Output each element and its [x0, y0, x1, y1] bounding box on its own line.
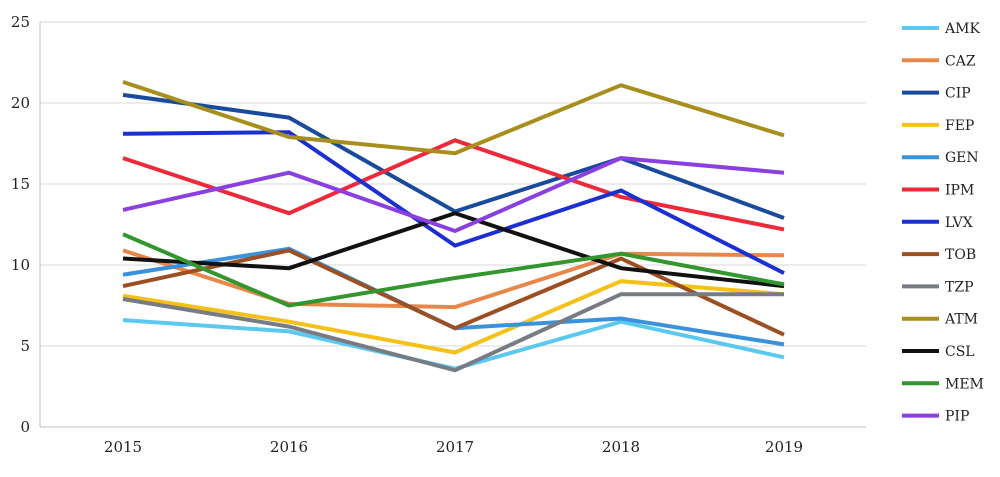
y-tick-label: 15 [11, 175, 30, 193]
legend-label-tzp: TZP [945, 279, 974, 295]
axes [39, 22, 866, 428]
y-tick-label: 20 [11, 94, 30, 112]
legend-label-cip: CIP [945, 86, 971, 102]
series-line-tob [122, 248, 785, 337]
x-tick-labels: 2015 2016 2017 2018 2019 [104, 438, 803, 456]
legend-label-atm: ATM [944, 312, 978, 328]
legend-label-gen: GEN [945, 150, 979, 166]
series-line-pip [122, 156, 785, 234]
legend-label-caz: CAZ [945, 53, 976, 69]
legend-label-csl: CSL [945, 344, 975, 360]
legend-label-ipm: IPM [945, 183, 974, 199]
legend: AMK CAZ CIP FEP GEN IPM LVX TOB TZP ATM CSL MEM PIP [902, 21, 984, 425]
legend-label-pip: PIP [945, 409, 969, 425]
y-tick-labels: 0 5 10 15 20 25 [11, 13, 30, 436]
series-line-csl [122, 211, 785, 289]
legend-label-tob: TOB [945, 247, 976, 263]
series-line-mem [122, 232, 785, 308]
y-tick-label: 10 [11, 256, 30, 274]
legend-label-amk: AMK [944, 21, 980, 37]
legend-label-fep: FEP [945, 118, 974, 134]
series-line-ipm [122, 138, 785, 232]
y-tick-label: 25 [11, 13, 30, 31]
y-tick-label: 0 [20, 418, 30, 436]
series-line-tzp [122, 292, 784, 373]
series-lines [122, 80, 785, 373]
x-tick-label: 2019 [765, 438, 803, 456]
x-tick-label: 2017 [436, 438, 474, 456]
gridlines [40, 21, 866, 347]
series-line-atm [122, 80, 785, 156]
series-line-lvx [122, 130, 785, 275]
x-tick-label: 2018 [602, 438, 640, 456]
legend-label-mem: MEM [945, 376, 984, 392]
legend-label-lvx: LVX [945, 215, 973, 231]
series-line-caz [122, 248, 785, 310]
x-tick-label: 2016 [270, 438, 308, 456]
y-tick-label: 5 [20, 337, 30, 355]
x-tick-label: 2015 [104, 438, 142, 456]
